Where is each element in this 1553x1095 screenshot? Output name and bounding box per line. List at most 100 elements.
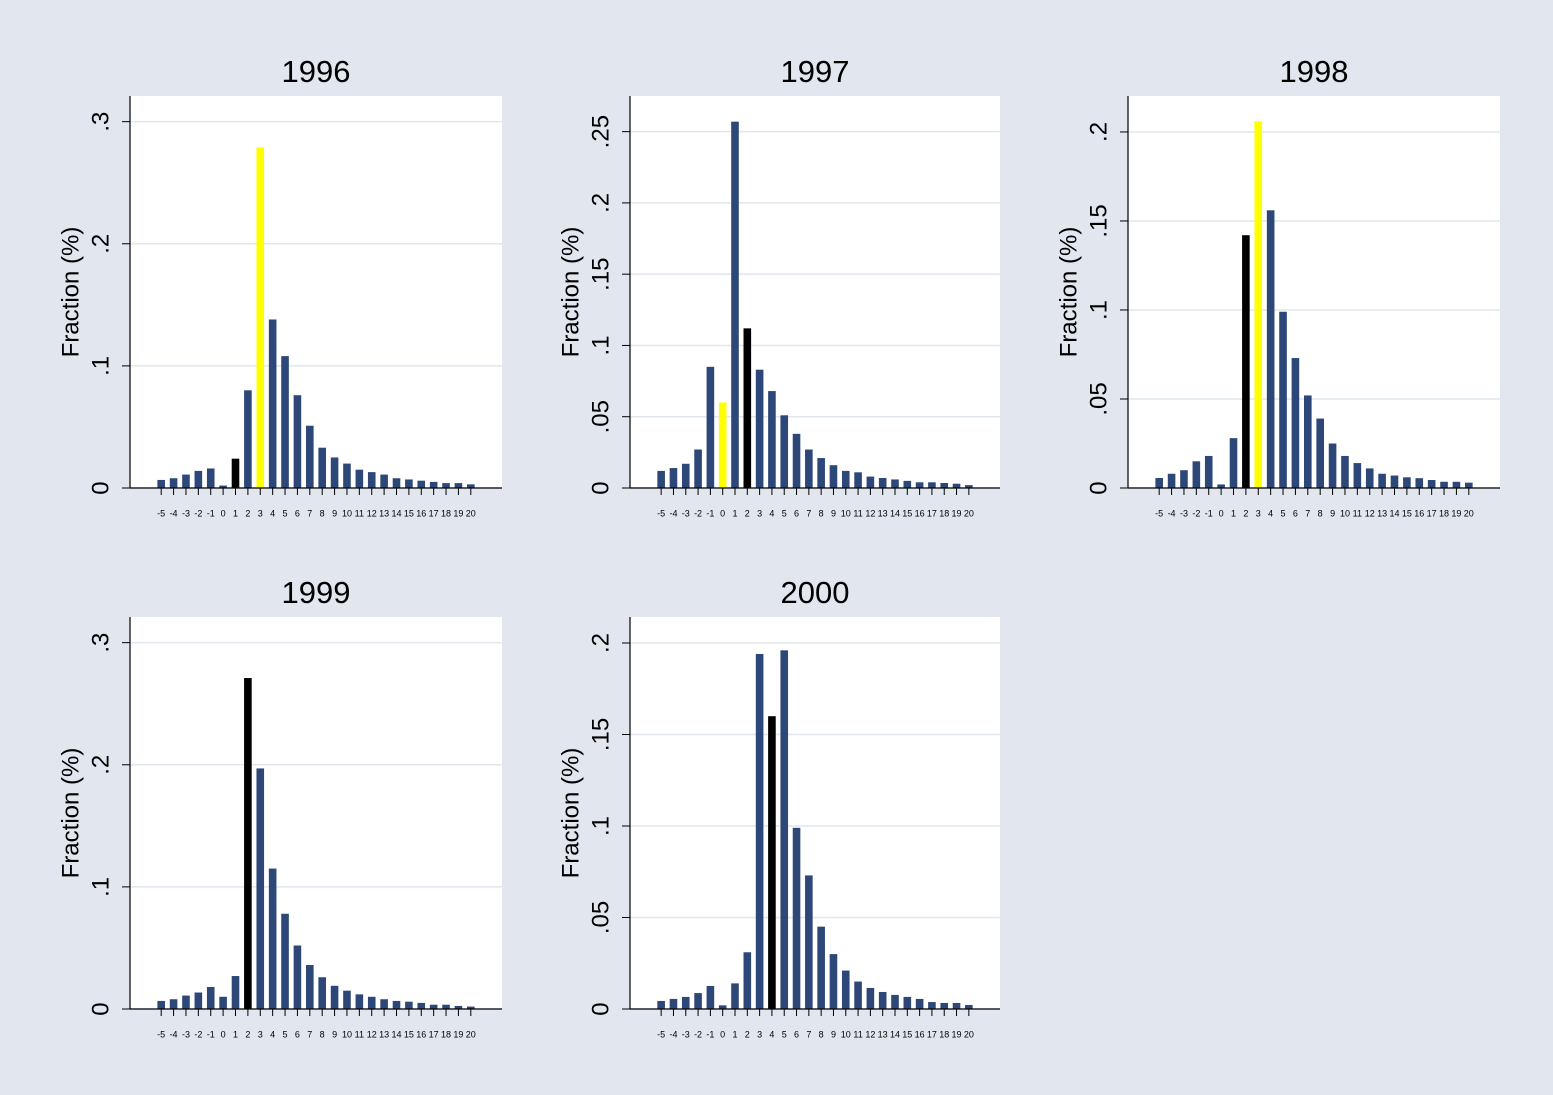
bar — [928, 482, 936, 488]
x-tick-label: 11 — [355, 508, 364, 518]
y-axis-title: Fraction (%) — [1055, 227, 1082, 358]
bar — [367, 472, 376, 488]
x-tick-label: 14 — [391, 1029, 401, 1039]
bar — [281, 356, 289, 488]
x-tick-label: 1 — [233, 1029, 238, 1039]
x-tick-label: 4 — [270, 1029, 275, 1039]
x-tick-label: 11 — [355, 1029, 364, 1039]
bar — [792, 827, 801, 1009]
y-tick-label: .2 — [587, 193, 614, 213]
bar — [878, 478, 887, 488]
x-tick-label: 15 — [902, 1029, 912, 1039]
x-tick-label: 16 — [915, 508, 925, 518]
x-tick-label: 9 — [332, 508, 337, 518]
x-tick-label: -2 — [194, 1029, 202, 1039]
bar — [244, 390, 252, 488]
y-axis-title: Fraction (%) — [57, 227, 84, 358]
x-tick-label: 17 — [1427, 508, 1437, 518]
x-tick-label: 13 — [1377, 508, 1387, 518]
bar — [268, 319, 277, 488]
chart-title: 2000 — [781, 575, 850, 610]
plot-area — [130, 96, 502, 488]
x-tick-label: 9 — [831, 508, 836, 518]
x-tick-label: 16 — [416, 1029, 426, 1039]
y-tick-label: .05 — [587, 901, 614, 934]
x-tick-label: 4 — [769, 508, 774, 518]
bar — [405, 1001, 413, 1009]
x-tick-label: 13 — [379, 1029, 389, 1039]
bar — [206, 468, 215, 488]
bar — [417, 1002, 426, 1009]
bar — [903, 480, 912, 488]
bar — [731, 121, 739, 489]
bar — [805, 875, 813, 1009]
x-tick-label: -4 — [669, 508, 677, 518]
bar — [367, 996, 376, 1009]
y-tick-label: .2 — [87, 234, 114, 254]
x-tick-label: 19 — [952, 1029, 962, 1039]
x-tick-label: 15 — [404, 508, 414, 518]
x-tick-label: -3 — [682, 1029, 690, 1039]
bar — [928, 1002, 936, 1009]
x-tick-label: 4 — [270, 508, 275, 518]
x-tick-label: 8 — [320, 1029, 325, 1039]
x-tick-label: 0 — [720, 1029, 725, 1039]
x-tick-label: 3 — [757, 1029, 762, 1039]
y-tick-label: .3 — [87, 633, 114, 653]
bar — [817, 926, 825, 1009]
x-tick-label: -4 — [170, 1029, 178, 1039]
y-tick-label: 0 — [87, 481, 114, 494]
bar — [841, 470, 850, 488]
bar — [866, 476, 875, 488]
x-tick-label: 15 — [1402, 508, 1412, 518]
x-tick-label: -2 — [194, 508, 202, 518]
bar — [293, 945, 302, 1009]
bar — [1341, 455, 1349, 488]
bar — [903, 996, 912, 1009]
bar — [755, 653, 764, 1009]
bar — [940, 1002, 949, 1009]
x-tick-label: 5 — [1281, 508, 1286, 518]
bar — [417, 480, 426, 488]
x-tick-label: -2 — [694, 508, 702, 518]
bar — [231, 976, 240, 1009]
x-tick-label: 11 — [1353, 508, 1362, 518]
x-tick-label: 17 — [927, 508, 937, 518]
bar — [965, 485, 973, 488]
x-tick-label: -1 — [1205, 508, 1213, 518]
x-tick-label: 18 — [939, 508, 949, 518]
bar — [231, 458, 240, 488]
x-tick-label: 12 — [1365, 508, 1375, 518]
y-axis-title: Fraction (%) — [557, 227, 584, 358]
bar — [1291, 358, 1300, 488]
x-tick-label: -1 — [207, 1029, 215, 1039]
bar — [915, 482, 924, 488]
bar — [694, 993, 702, 1009]
y-tick-label: .15 — [587, 718, 614, 751]
bar — [1415, 478, 1424, 488]
chart-title: 1997 — [781, 54, 850, 89]
x-tick-label: 18 — [441, 1029, 451, 1039]
x-tick-label: -5 — [157, 508, 165, 518]
x-tick-label: 3 — [258, 1029, 263, 1039]
x-tick-label: 12 — [865, 508, 875, 518]
bar — [268, 868, 277, 1009]
bar — [219, 996, 227, 1009]
x-tick-label: 17 — [927, 1029, 937, 1039]
x-tick-label: 12 — [865, 1029, 875, 1039]
x-tick-label: 1 — [732, 1029, 737, 1039]
x-tick-label: 5 — [782, 1029, 787, 1039]
bar — [915, 998, 924, 1009]
x-tick-label: 20 — [1464, 508, 1474, 518]
x-tick-label: 3 — [258, 508, 263, 518]
bar — [281, 913, 289, 1009]
x-tick-label: 12 — [367, 1029, 377, 1039]
bar — [219, 485, 227, 488]
x-tick-label: -3 — [1180, 508, 1188, 518]
x-tick-label: 1 — [732, 508, 737, 518]
x-tick-label: 0 — [221, 1029, 226, 1039]
bar — [405, 479, 413, 488]
x-tick-label: 8 — [819, 508, 824, 518]
bar — [306, 965, 314, 1009]
